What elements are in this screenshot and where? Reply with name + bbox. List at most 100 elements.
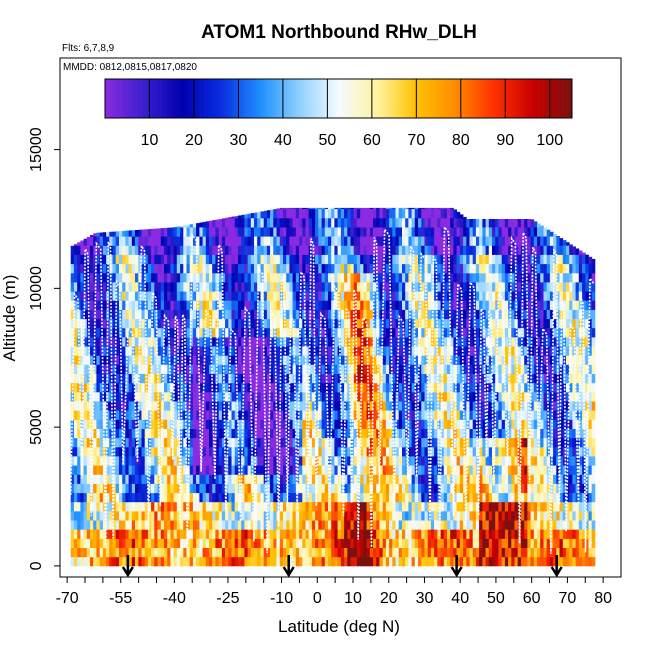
heatmap-cell [257, 428, 261, 439]
heatmap-cell [263, 410, 268, 420]
heatmap-cell [385, 263, 390, 274]
heatmap-cell [279, 364, 284, 374]
heatmap-cell [173, 483, 178, 494]
heatmap-cell [160, 456, 165, 466]
heatmap-cell [321, 263, 326, 274]
heatmap-cell [421, 373, 425, 384]
heatmap-cell [86, 492, 91, 503]
heatmap-cell [99, 364, 104, 374]
heatmap-cell [463, 272, 467, 283]
heatmap-cell [266, 236, 271, 246]
heatmap-cell [427, 419, 432, 429]
heatmap-cell [147, 336, 152, 347]
heatmap-cell [324, 492, 329, 503]
heatmap-cell [218, 419, 223, 429]
heatmap-cell [106, 474, 110, 484]
heatmap-cell [212, 227, 216, 237]
heatmap-cell [356, 437, 361, 448]
heatmap-cell [382, 428, 387, 439]
heatmap-cell [408, 391, 412, 402]
heatmap-cell [205, 300, 210, 310]
heatmap-cell [331, 474, 335, 484]
heatmap-cell [334, 272, 338, 283]
heatmap-cell [231, 419, 236, 429]
heatmap-cell [373, 309, 377, 320]
heatmap-cell [440, 510, 445, 521]
heatmap-cell [373, 529, 377, 539]
heatmap-cell [369, 410, 374, 420]
heatmap-cell [221, 529, 226, 539]
heatmap-cell [395, 556, 400, 567]
heatmap-cell [315, 483, 319, 494]
heatmap-cell [160, 446, 165, 457]
heatmap-cell [308, 245, 313, 255]
heatmap-cell [305, 208, 310, 219]
heatmap-cell [183, 483, 187, 494]
heatmap-cell [344, 410, 348, 420]
heatmap-cell [305, 382, 310, 393]
heatmap-cell [363, 510, 367, 521]
heatmap-cell [450, 300, 454, 310]
heatmap-cell [125, 254, 129, 265]
heatmap-cell [263, 391, 268, 402]
heatmap-cell [305, 236, 310, 246]
heatmap-cell [408, 346, 412, 356]
heatmap-cell [405, 382, 409, 393]
heatmap-cell [93, 364, 97, 374]
heatmap-cell [414, 419, 419, 429]
heatmap-cell [173, 373, 178, 384]
heatmap-cell [260, 217, 265, 228]
heatmap-cell [70, 309, 75, 320]
heatmap-cell [99, 474, 104, 484]
heatmap-cell [125, 401, 129, 411]
heatmap-cell [331, 529, 335, 539]
heatmap-cell [186, 346, 191, 356]
heatmap-cell [289, 227, 293, 237]
heatmap-cells [70, 207, 596, 567]
heatmap-cell [141, 510, 146, 521]
heatmap-cell [299, 207, 303, 210]
heatmap-cell [186, 382, 191, 393]
heatmap-cell [147, 410, 152, 420]
heatmap-cell [180, 465, 184, 475]
heatmap-cell [260, 501, 265, 512]
heatmap-cell [202, 300, 207, 310]
heatmap-cell [196, 364, 200, 374]
heatmap-cell [102, 382, 107, 393]
heatmap-cell [225, 520, 229, 530]
heatmap-cell [434, 336, 438, 347]
heatmap-cell [218, 446, 223, 457]
heatmap-cell [408, 428, 412, 439]
heatmap-cell [70, 364, 75, 374]
heatmap-cell [353, 207, 358, 210]
heatmap-cell [302, 245, 306, 255]
heatmap-cell [173, 465, 178, 475]
heatmap-cell [125, 245, 129, 255]
heatmap-cell [414, 272, 419, 283]
heatmap-cell [379, 510, 383, 521]
heatmap-cell [154, 410, 158, 420]
heatmap-cell [167, 465, 171, 475]
heatmap-cell [141, 465, 146, 475]
heatmap-cell [80, 538, 84, 548]
heatmap-cell [77, 446, 81, 457]
heatmap-cell [305, 254, 310, 265]
heatmap-cell [157, 465, 162, 475]
heatmap-cell [135, 483, 139, 494]
heatmap-cell [289, 419, 293, 429]
heatmap-cell [456, 327, 461, 338]
heatmap-cell [276, 556, 281, 567]
heatmap-cell [292, 465, 297, 475]
heatmap-cell [119, 428, 123, 439]
heatmap-cell [402, 355, 406, 365]
heatmap-cell [424, 474, 429, 484]
heatmap-cell [115, 346, 120, 356]
heatmap-cell [437, 236, 441, 246]
heatmap-cell [450, 208, 454, 219]
heatmap-cell [176, 318, 181, 329]
heatmap-cell [106, 446, 110, 457]
heatmap-cell [337, 208, 342, 219]
heatmap-cell [93, 382, 97, 393]
heatmap-cell [469, 501, 474, 512]
heatmap-cell [363, 207, 367, 210]
